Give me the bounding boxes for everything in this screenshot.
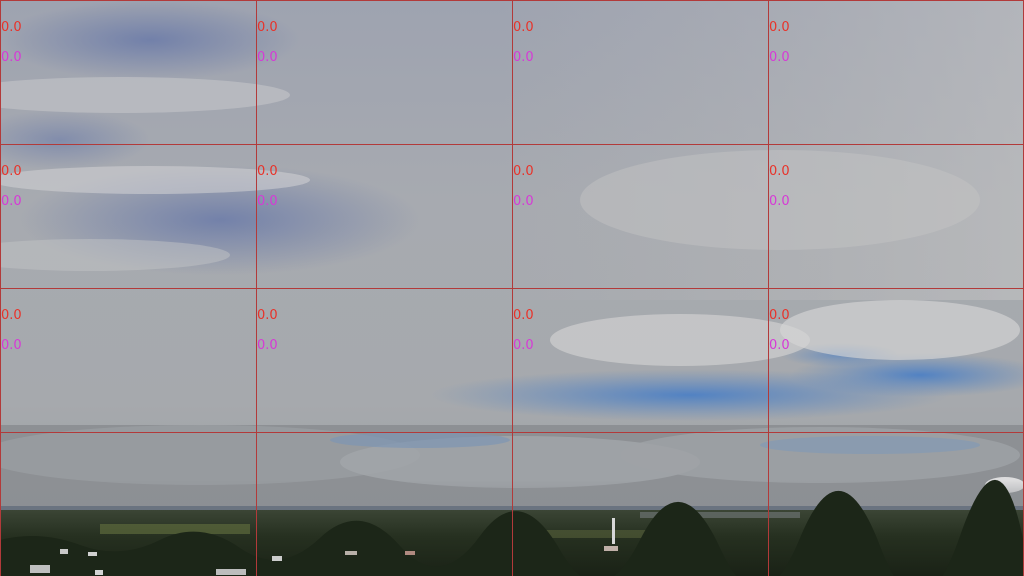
grid-cell: 0.0 0.0 bbox=[512, 0, 768, 144]
cell-value-secondary: 0.0 bbox=[1, 194, 22, 209]
grid-cell: 0.0 0.0 bbox=[768, 144, 1024, 288]
cell-value-secondary: 0.0 bbox=[769, 194, 790, 209]
cell-value-secondary: 0.0 bbox=[257, 50, 278, 65]
grid-cell: 0.0 0.0 bbox=[768, 288, 1024, 432]
cell-value-primary: 0.0 bbox=[257, 164, 278, 179]
cell-value-secondary: 0.0 bbox=[513, 50, 534, 65]
grid-cell bbox=[256, 432, 512, 576]
cell-value-secondary: 0.0 bbox=[513, 194, 534, 209]
cell-value-primary: 0.0 bbox=[1, 20, 22, 35]
cell-value-primary: 0.0 bbox=[769, 164, 790, 179]
cell-value-secondary: 0.0 bbox=[769, 338, 790, 353]
grid-cell: 0.0 0.0 bbox=[256, 0, 512, 144]
cell-value-primary: 0.0 bbox=[513, 308, 534, 323]
cell-value-secondary: 0.0 bbox=[257, 338, 278, 353]
grid-cell bbox=[512, 432, 768, 576]
grid-cell: 0.0 0.0 bbox=[512, 288, 768, 432]
grid-cell: 0.0 0.0 bbox=[0, 0, 256, 144]
cell-value-secondary: 0.0 bbox=[769, 50, 790, 65]
grid-cell: 0.0 0.0 bbox=[768, 0, 1024, 144]
cell-value-primary: 0.0 bbox=[1, 164, 22, 179]
grid-cell: 0.0 0.0 bbox=[256, 144, 512, 288]
cell-value-primary: 0.0 bbox=[769, 20, 790, 35]
cell-value-secondary: 0.0 bbox=[513, 338, 534, 353]
grid-cell: 0.0 0.0 bbox=[0, 288, 256, 432]
cell-value-primary: 0.0 bbox=[1, 308, 22, 323]
cell-value-secondary: 0.0 bbox=[257, 194, 278, 209]
grid-cell bbox=[768, 432, 1024, 576]
cell-value-primary: 0.0 bbox=[769, 308, 790, 323]
grid-cell bbox=[0, 432, 256, 576]
cell-value-secondary: 0.0 bbox=[1, 50, 22, 65]
cell-value-primary: 0.0 bbox=[513, 164, 534, 179]
cell-value-primary: 0.0 bbox=[257, 308, 278, 323]
grid-cell: 0.0 0.0 bbox=[512, 144, 768, 288]
cell-value-primary: 0.0 bbox=[513, 20, 534, 35]
grid-cell: 0.0 0.0 bbox=[256, 288, 512, 432]
grid-cell: 0.0 0.0 bbox=[0, 144, 256, 288]
cell-value-secondary: 0.0 bbox=[1, 338, 22, 353]
cell-value-primary: 0.0 bbox=[257, 20, 278, 35]
